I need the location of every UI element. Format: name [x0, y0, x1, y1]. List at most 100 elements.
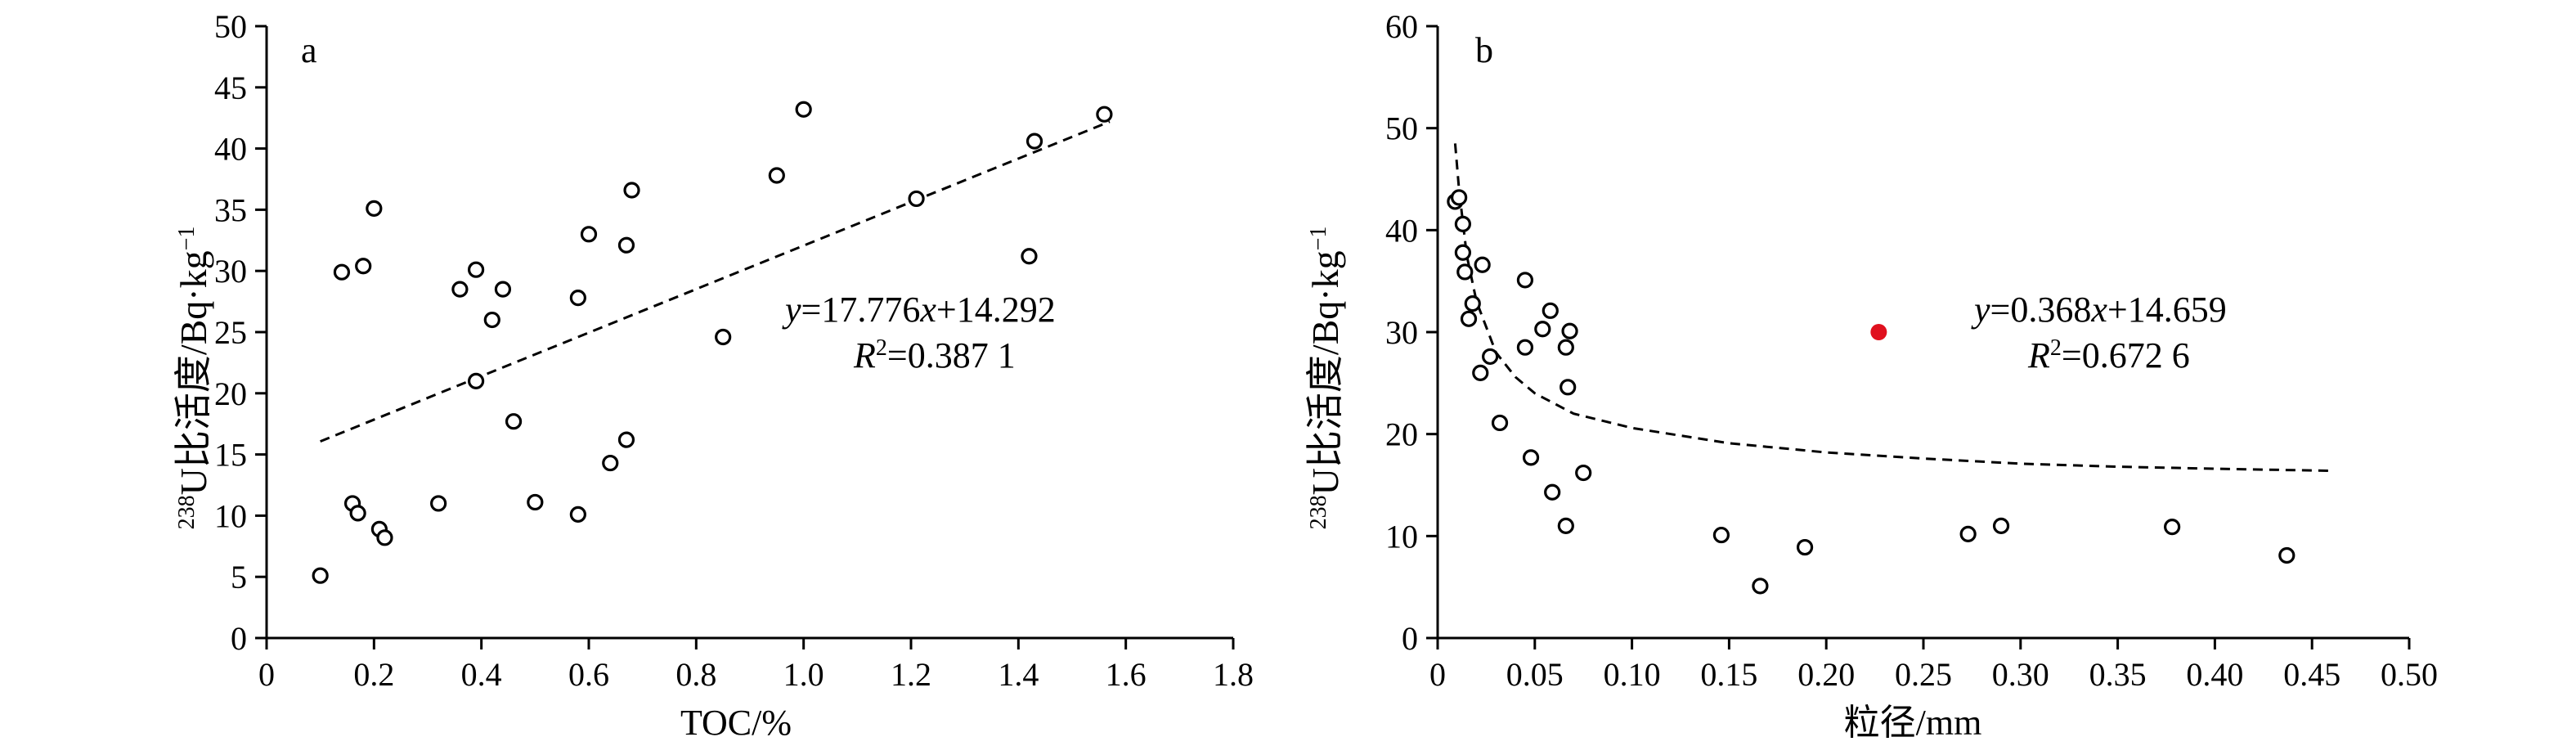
chart-b-point [1516, 339, 1534, 356]
chart-a-x-tick-label: 0.8 [675, 656, 716, 693]
chart-b-point [1544, 483, 1561, 501]
chart-b-point [1472, 364, 1489, 381]
svg-text:238U比活度/Bq·kg−1: 238U比活度/Bq·kg−1 [1304, 227, 1346, 530]
chart-b-point [1561, 322, 1578, 339]
chart-a-y-tick-label: 20 [214, 375, 247, 412]
chart-b-point [1464, 294, 1481, 312]
chart-b-point [1516, 272, 1534, 289]
chart-b-point [1454, 215, 1471, 232]
chart-b-point [1474, 256, 1491, 273]
chart-a-x-tick-label: 1.6 [1106, 656, 1147, 693]
chart-a-point [617, 236, 635, 254]
chart-a-point [602, 454, 619, 472]
chart-a-point [366, 200, 383, 218]
chart-b-y-tick-label: 10 [1385, 518, 1418, 555]
chart-a-points [312, 101, 1113, 584]
chart-b-x-tick-label: 0.45 [2283, 656, 2340, 693]
chart-b-point [1796, 538, 1814, 556]
chart-b-point [1456, 263, 1474, 281]
chart-a-point [1021, 248, 1038, 265]
chart-a-equation: y=17.776x+14.292 [782, 290, 1056, 330]
chart-a-point [376, 529, 393, 546]
chart-a-point [623, 182, 640, 199]
chart-b-point [1542, 302, 1559, 319]
chart-a-point [451, 281, 469, 298]
chart-a-point [505, 413, 523, 430]
chart-a-y-tick-label: 35 [214, 191, 247, 228]
chart-a-x-tick-label: 0.2 [353, 656, 394, 693]
chart-b-point [1575, 464, 1592, 482]
svg-text:238U比活度/Bq·kg−1: 238U比活度/Bq·kg−1 [173, 227, 214, 530]
chart-b-point [1451, 189, 1468, 206]
chart-b-x-tick-label: 0.20 [1797, 656, 1855, 693]
chart-a-axes: 0 0.2 0.4 0.6 0.8 1.0 1.2 1.4 1.6 1.8 0 5 10 15 20 25 30… [214, 8, 1254, 693]
chart-a-y-tick-label: 5 [231, 559, 247, 595]
chart-panel-a: 0 0.2 0.4 0.6 0.8 1.0 1.2 1.4 1.6 1.8 0 5 10 15 20 25 30… [173, 8, 1254, 743]
chart-b-point [1959, 525, 1977, 542]
chart-a-point [333, 263, 351, 281]
chart-a-x-tick-label: 0 [258, 656, 275, 693]
chart-b-points [1447, 189, 2296, 595]
chart-a-point [580, 226, 598, 243]
chart-a-x-tick-label: 1.8 [1213, 656, 1254, 693]
chart-a-y-tick-label: 15 [214, 437, 247, 474]
chart-b-ylabel-exp: −1 [1306, 227, 1331, 251]
chart-b-x-tick-label: 0.40 [2186, 656, 2243, 693]
chart-b-point [2278, 546, 2296, 564]
chart-a-point [349, 505, 366, 522]
chart-b-x-tick-label: 0.15 [1700, 656, 1757, 693]
chart-a-point [569, 290, 586, 307]
chart-a-point [1096, 106, 1113, 123]
chart-a-point [715, 328, 732, 346]
chart-b-point [1712, 526, 1730, 544]
chart-a-x-tick-label: 1.0 [783, 656, 824, 693]
chart-a-point [617, 431, 635, 448]
chart-a-point [355, 258, 372, 275]
chart-b-y-tick-label: 0 [1402, 620, 1418, 657]
chart-b-fit-line [1453, 143, 2331, 473]
chart-a-point [494, 281, 512, 298]
chart-a-point [467, 261, 485, 278]
chart-b-point [1482, 348, 1499, 366]
chart-b-y-tick-label: 50 [1385, 110, 1418, 147]
chart-b-fit-layer [1453, 143, 2331, 473]
chart-b-point [1992, 517, 2010, 534]
chart-a-r2: R2=0.387 1 [853, 335, 1016, 376]
chart-a-panel-label: a [301, 30, 317, 70]
chart-b-r2: R2=0.672 6 [2027, 335, 2190, 376]
chart-a-y-tick-label: 25 [214, 314, 247, 351]
chart-a-point [795, 101, 812, 118]
chart-b-x-tick-label: 0.05 [1506, 656, 1564, 693]
chart-b-x-tick-label: 0.35 [2089, 656, 2147, 693]
chart-b-point [1491, 414, 1509, 432]
chart-panel-b: 0 0.05 0.10 0.15 0.20 0.25 0.30 0.35 0.40 0.45 0.5… [1304, 8, 2438, 743]
chart-b-x-tick-label: 0.10 [1604, 656, 1661, 693]
chart-a-x-tick-label: 0.4 [461, 656, 502, 693]
chart-a-point [527, 493, 544, 511]
chart-a-x-tick-label: 1.2 [891, 656, 931, 693]
chart-a-point [908, 190, 925, 208]
chart-a-y-tick-label: 30 [214, 253, 247, 290]
chart-a-point [430, 495, 447, 512]
chart-a-x-tick-label: 0.6 [568, 656, 609, 693]
chart-b-y-tick-label: 20 [1385, 416, 1418, 453]
chart-a-ylabel-main: U比活度/Bq·kg [173, 250, 214, 495]
chart-b-y-tick-label: 60 [1385, 8, 1418, 45]
chart-b-point [1560, 379, 1577, 396]
chart-a-point [467, 372, 485, 389]
chart-b-panel-label: b [1475, 30, 1493, 70]
chart-b-point [1460, 310, 1478, 327]
chart-a-y-tick-label: 50 [214, 8, 247, 45]
chart-a-xlabel: TOC/% [680, 703, 792, 743]
chart-b-point [2164, 519, 2181, 536]
chart-b-y-tick-label: 40 [1385, 212, 1418, 249]
chart-a-ylabel-sup: 238 [174, 495, 200, 529]
chart-a-point [569, 506, 586, 524]
chart-a-y-tick-label: 40 [214, 131, 247, 168]
chart-b-point [1534, 321, 1551, 338]
chart-b-axes: 0 0.05 0.10 0.15 0.20 0.25 0.30 0.35 0.40 0.45 0.5… [1385, 8, 2438, 693]
chart-a-x-tick-label: 1.4 [998, 656, 1039, 693]
chart-a-point [768, 167, 785, 184]
chart-b-ylabel-main: U比活度/Bq·kg [1304, 250, 1346, 495]
chart-b-point [1454, 244, 1471, 261]
